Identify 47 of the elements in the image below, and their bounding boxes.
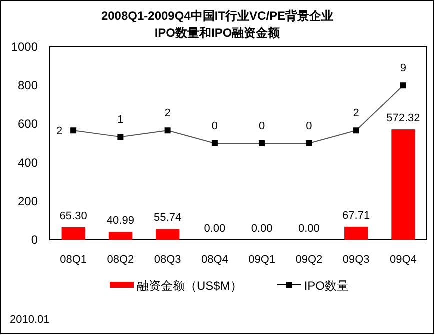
x-tick-label: 08Q1 [60, 254, 88, 266]
legend-label: 融资金额（US$M） [137, 279, 242, 293]
point [306, 140, 312, 146]
bar [156, 229, 180, 240]
y-tick-label: 0 [31, 233, 38, 247]
data-label: 0.00 [204, 223, 226, 235]
data-label: 0 [212, 120, 218, 132]
point [70, 128, 77, 134]
x-tick-label: 08Q3 [154, 254, 182, 266]
x-tick-label: 08Q4 [201, 254, 228, 266]
x-tick-label: 09Q2 [296, 254, 323, 266]
data-label: 572.32 [386, 112, 420, 125]
data-label: 1 [118, 114, 124, 126]
x-tick-label: 09Q1 [248, 254, 276, 266]
data-label: 67.71 [342, 210, 370, 222]
point [400, 82, 406, 89]
point [118, 134, 124, 140]
bar [392, 130, 416, 240]
chart-title: 2008Q1-2009Q4中国IT行业VC/PE背景企业 IPO数量和IPO融资金额 [101, 9, 334, 40]
bar [62, 227, 86, 240]
y-tick-label: 1000 [11, 40, 38, 54]
y-tick-label: 800 [18, 78, 38, 93]
point [212, 140, 218, 146]
point [259, 140, 266, 146]
y-tick-label: 600 [18, 117, 38, 132]
data-label: 65.30 [60, 210, 88, 222]
x-tick-label: 08Q2 [107, 254, 134, 266]
bar [108, 232, 132, 240]
x-tick-label: 09Q4 [390, 254, 417, 266]
data-label: 2 [164, 108, 171, 120]
data-label: 2 [56, 126, 63, 138]
legend-label: IPO数量 [304, 279, 350, 293]
text: 2010.01 [10, 314, 50, 326]
x-tick-label: 09Q3 [342, 254, 370, 266]
data-label: 55.74 [154, 212, 182, 224]
data-label: 0.00 [298, 223, 320, 235]
data-label: 0.00 [251, 223, 273, 235]
data-label: 40.99 [106, 215, 134, 228]
data-label: 0 [259, 120, 266, 132]
point [353, 128, 360, 134]
data-label: 0 [306, 120, 312, 132]
data-label: 2 [353, 108, 360, 120]
point [164, 128, 171, 134]
y-tick-label: 400 [18, 156, 38, 170]
bar [344, 226, 368, 240]
y-tick-label: 200 [18, 194, 38, 208]
data-label: 9 [400, 62, 406, 75]
